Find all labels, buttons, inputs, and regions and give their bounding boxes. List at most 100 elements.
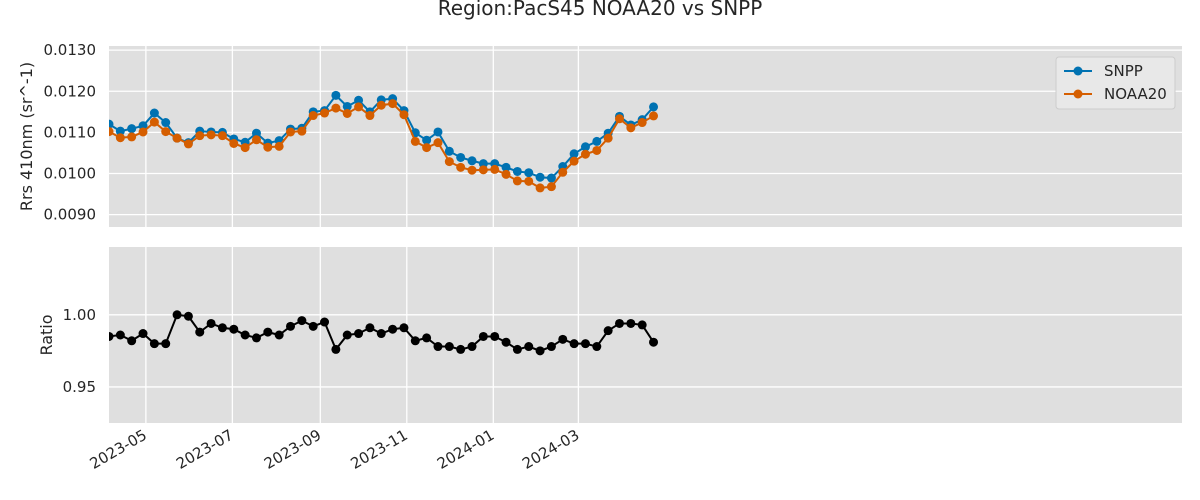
legend-item: SNPP: [1064, 62, 1143, 80]
data-point: [263, 327, 273, 337]
data-point: [354, 329, 364, 339]
data-point: [331, 344, 341, 354]
bottom-series-group: [109, 310, 659, 356]
top-y-tick-label: 0.0110: [44, 123, 97, 141]
data-point: [603, 133, 613, 143]
data-point: [308, 321, 318, 331]
top-y-tick-label: 0.0130: [44, 41, 97, 59]
data-point: [138, 329, 148, 339]
data-point: [569, 339, 579, 349]
series-ratio: [109, 310, 659, 356]
top-y-tick-label: 0.0120: [44, 82, 97, 100]
chart-title: Region:PacS45 NOAA20 vs SNPP: [438, 0, 763, 20]
bottom-y-axis-label: Ratio: [37, 314, 56, 355]
data-point: [183, 139, 193, 149]
data-point: [490, 164, 500, 174]
bottom-plot-background: [109, 247, 1182, 423]
data-point: [195, 131, 205, 141]
data-point: [410, 336, 420, 346]
data-point: [251, 333, 261, 343]
top-y-tick-labels: 0.0090 0.0100 0.0110 0.0120 0.0130: [44, 41, 97, 224]
data-point: [127, 124, 137, 134]
top-series-group: [109, 90, 659, 193]
data-point: [127, 336, 137, 346]
x-tick-label: 2023-09: [261, 426, 324, 473]
data-point: [161, 118, 171, 128]
x-tick-label: 2023-11: [347, 426, 410, 473]
series-noaa20: [109, 99, 659, 193]
data-point: [297, 316, 307, 326]
top-panel: 0.0090 0.0100 0.0110 0.0120 0.0130 Rrs 410nm…: [17, 41, 1182, 227]
data-point: [183, 311, 193, 321]
data-point: [138, 127, 148, 137]
data-point: [229, 324, 239, 334]
data-point: [172, 310, 182, 320]
legend-label: SNPP: [1104, 62, 1143, 80]
data-point: [149, 108, 159, 118]
data-point: [240, 330, 250, 340]
data-point: [467, 165, 477, 175]
top-y-tick-label: 0.0100: [44, 165, 97, 183]
data-point: [354, 95, 364, 105]
data-point: [569, 156, 579, 166]
data-point: [501, 169, 511, 179]
data-point: [535, 172, 545, 182]
data-point: [354, 102, 364, 112]
data-point: [501, 162, 511, 172]
data-point: [115, 126, 125, 136]
data-point: [195, 327, 205, 337]
data-point: [115, 330, 125, 340]
data-point: [172, 133, 182, 143]
data-point: [501, 337, 511, 347]
data-point: [490, 331, 500, 341]
data-point: [365, 111, 375, 121]
data-point: [217, 131, 227, 141]
top-y-tick-label: 0.0090: [44, 206, 97, 224]
legend: SNPP NOAA20: [1055, 56, 1176, 110]
data-point: [149, 117, 159, 127]
data-point: [161, 127, 171, 137]
data-point: [365, 323, 375, 333]
data-point: [433, 127, 443, 137]
data-point: [546, 182, 556, 192]
data-point: [535, 183, 545, 193]
data-point: [478, 159, 488, 169]
data-point: [342, 101, 352, 111]
data-point: [422, 143, 432, 153]
data-point: [524, 176, 534, 186]
data-point: [478, 331, 488, 341]
data-point: [217, 323, 227, 333]
data-point: [558, 167, 568, 177]
bottom-panel: 0.95 1.00 Ratio: [37, 247, 1182, 423]
data-point: [251, 135, 261, 145]
data-point: [478, 165, 488, 175]
data-point: [649, 111, 659, 121]
data-point: [109, 331, 114, 341]
data-point: [297, 126, 307, 136]
data-point: [467, 156, 477, 166]
data-point: [649, 102, 659, 112]
data-point: [524, 168, 534, 178]
x-tick-label: 2024-03: [519, 426, 582, 473]
bot-y-tick-label: 1.00: [63, 306, 96, 324]
x-tick-labels: 2023-05 2023-07 2023-09 2023-11 2024-01 2024-…: [87, 426, 583, 473]
data-point: [138, 121, 148, 131]
data-point: [580, 142, 590, 152]
data-point: [388, 324, 398, 334]
data-point: [546, 342, 556, 352]
data-point: [388, 99, 398, 109]
data-point: [251, 128, 261, 138]
data-point: [535, 346, 545, 356]
data-point: [422, 333, 432, 343]
data-point: [399, 110, 409, 120]
data-point: [376, 329, 386, 339]
data-point: [229, 138, 239, 148]
legend-item: NOAA20: [1064, 85, 1167, 103]
data-point: [444, 157, 454, 167]
data-point: [467, 342, 477, 352]
data-point: [603, 326, 613, 336]
data-point: [331, 90, 341, 100]
data-point: [592, 136, 602, 146]
legend-label: NOAA20: [1104, 85, 1167, 103]
